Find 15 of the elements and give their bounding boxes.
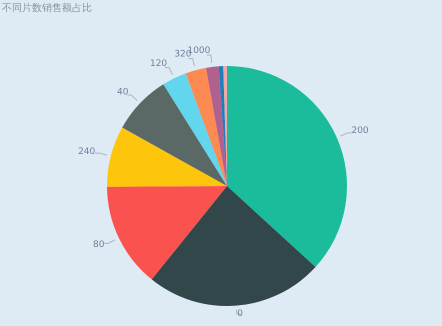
pie-slice [152,186,316,306]
pie-slice [227,66,347,268]
slice-label: 320 [174,50,192,60]
pie-slice [107,128,227,187]
slice-label: 80 [93,240,105,250]
pie-slice [163,73,227,186]
slice-label: 200 [351,126,369,136]
slice-label: 240 [78,147,96,158]
chart-title: 不同片数销售额占比 [2,2,92,15]
pie-slice [206,66,227,186]
slice-label: 120 [150,58,168,69]
slice-label: 40 [116,87,129,98]
slice-label: 0 [237,309,244,319]
pie-slice [186,68,227,186]
pie-slice [107,186,227,280]
